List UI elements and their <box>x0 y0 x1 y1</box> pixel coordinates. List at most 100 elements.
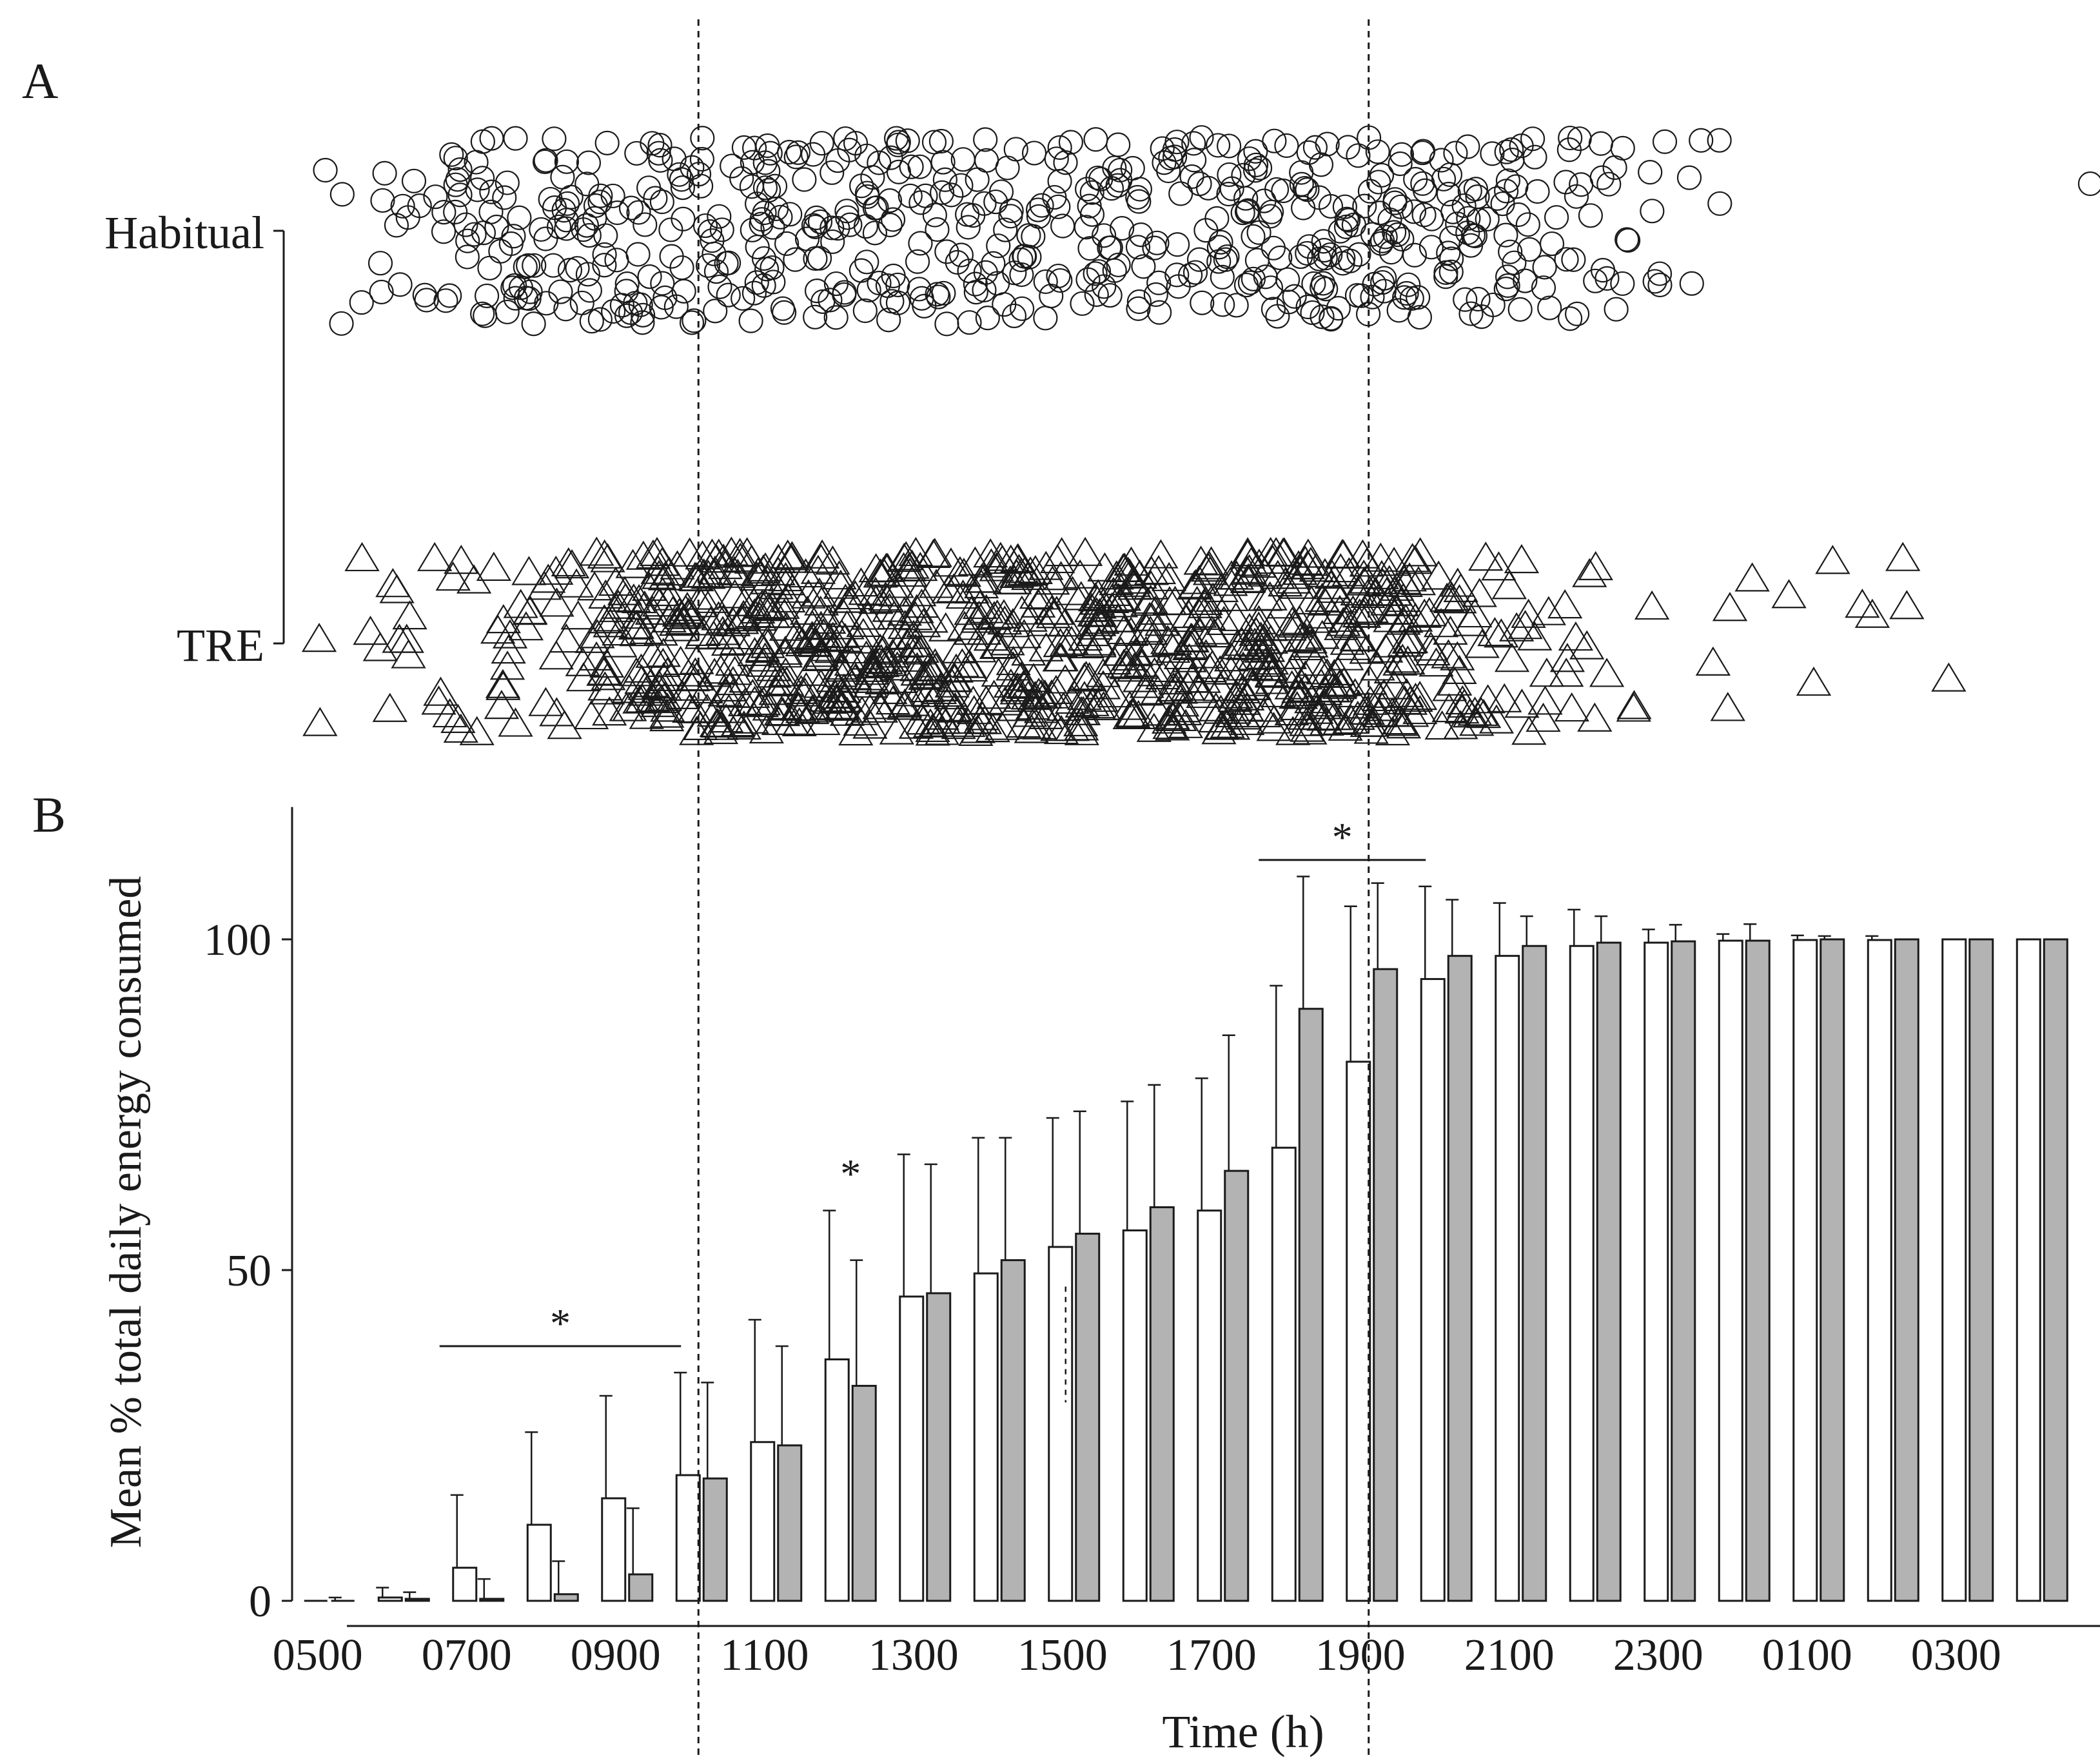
habitual-point <box>1182 260 1208 285</box>
tre-point <box>1444 694 1480 724</box>
habitual-point <box>1507 297 1533 322</box>
bar-tre <box>851 1385 877 1602</box>
tre-point <box>486 671 521 700</box>
tre-point <box>834 646 869 676</box>
habitual-point <box>1084 282 1109 308</box>
bar-tre <box>2043 938 2068 1602</box>
tre-point <box>928 612 963 641</box>
tre-point <box>726 710 762 740</box>
y-tick-label: 100 <box>204 915 271 965</box>
habitual-point <box>1205 133 1231 158</box>
tre-point <box>353 615 388 645</box>
tre-point <box>1038 674 1074 704</box>
tre-point <box>1115 698 1151 729</box>
habitual-point <box>1336 208 1361 233</box>
tre-point <box>476 551 512 581</box>
habitual-point <box>1515 212 1540 237</box>
tre-point <box>560 600 596 630</box>
habitual-point <box>633 212 658 237</box>
tre-point <box>724 605 760 634</box>
habitual-point <box>907 154 932 179</box>
tre-point <box>527 571 562 600</box>
panel-b-label: B <box>32 787 66 843</box>
habitual-point <box>1513 268 1538 293</box>
significance-star: * <box>840 1151 861 1197</box>
habitual-point <box>643 186 668 211</box>
habitual-point <box>985 271 1010 296</box>
habitual-point <box>1553 170 1578 195</box>
habitual-point <box>1436 181 1461 207</box>
tre-point <box>1063 559 1098 589</box>
habitual-point <box>716 282 741 308</box>
habitual-point <box>922 202 947 228</box>
habitual-point <box>703 259 729 284</box>
tre-point <box>1398 682 1433 712</box>
tre-point <box>794 610 830 640</box>
tre-point <box>1734 562 1770 592</box>
habitual-point <box>1021 224 1046 249</box>
tre-point <box>1395 543 1430 573</box>
habitual-point <box>637 264 662 289</box>
tre-point <box>947 611 983 640</box>
habitual-point <box>804 279 830 304</box>
x-tick-label: 0500 <box>273 1630 363 1680</box>
habitual-point <box>1456 206 1481 231</box>
habitual-point <box>825 216 850 241</box>
habitual-point <box>973 127 998 152</box>
habitual-point <box>1382 187 1408 212</box>
panel-a-label: A <box>22 53 58 109</box>
tre-point <box>946 557 982 587</box>
tre-point <box>1373 654 1409 683</box>
tre-point <box>1429 582 1465 612</box>
tre-point <box>934 680 969 710</box>
tre-point <box>990 626 1025 656</box>
habitual-point <box>1610 271 1635 297</box>
habitual-point <box>1418 235 1444 260</box>
tre-point <box>979 599 1015 629</box>
tre-point <box>558 568 594 598</box>
tre-point <box>1390 645 1426 675</box>
habitual-point <box>1554 247 1579 272</box>
habitual-point <box>1311 237 1337 263</box>
habitual-point <box>864 195 889 220</box>
tre-point <box>635 539 671 569</box>
habitual-point <box>1204 206 1230 231</box>
tre-point <box>1069 629 1104 659</box>
habitual-point <box>623 291 648 316</box>
habitual-point <box>877 188 903 213</box>
tre-point <box>1712 592 1748 622</box>
habitual-point <box>886 159 912 184</box>
tre-point <box>1028 551 1064 580</box>
habitual-point <box>1506 202 1531 228</box>
habitual-point <box>1360 222 1386 247</box>
tre-point <box>1077 610 1114 640</box>
habitual-point <box>832 282 857 308</box>
tre-point <box>1213 642 1250 672</box>
habitual-point <box>646 141 671 166</box>
tre-point <box>997 692 1032 721</box>
bar-habitual <box>452 1567 478 1602</box>
tre-point <box>665 680 700 709</box>
tre-point <box>1288 631 1323 661</box>
habitual-point <box>993 217 1018 242</box>
tre-point <box>609 692 644 721</box>
bar-habitual <box>1569 945 1595 1602</box>
tre-point <box>1275 560 1311 589</box>
tre-point <box>1186 678 1221 709</box>
habitual-point <box>1463 177 1489 202</box>
habitual-point <box>1453 287 1478 312</box>
x-tick-label: 0900 <box>571 1630 661 1680</box>
tre-point <box>941 634 977 663</box>
tre-point <box>987 605 1023 635</box>
habitual-point <box>1146 270 1172 295</box>
tre-point <box>1084 605 1120 634</box>
habitual-point <box>1561 247 1586 272</box>
tre-point <box>1402 680 1438 710</box>
tre-point <box>549 623 584 653</box>
habitual-point <box>667 162 692 187</box>
habitual-point <box>1206 249 1232 274</box>
tre-point <box>672 537 707 567</box>
tre-point <box>1353 594 1389 623</box>
bar-habitual <box>824 1358 850 1602</box>
habitual-point <box>1337 248 1363 273</box>
